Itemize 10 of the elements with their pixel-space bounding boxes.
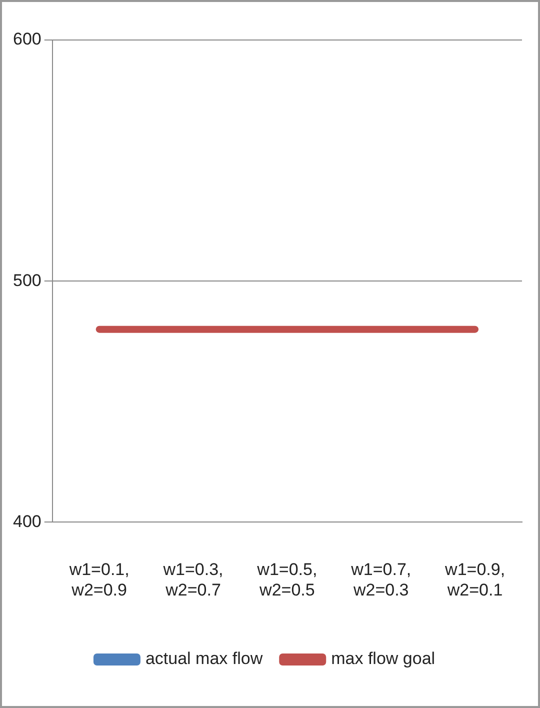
x-tick-label: w1=0.5, w2=0.5 (256, 560, 318, 600)
legend-label: actual max flow (145, 649, 264, 668)
y-tick-label: 400 (12, 512, 42, 531)
y-tick-label: 500 (12, 270, 42, 290)
y-tick-label: 600 (12, 30, 42, 49)
x-tick-label: w1=0.9, w2=0.1 (444, 560, 506, 600)
x-tick-label: w1=0.3, w2=0.7 (162, 560, 224, 600)
x-tick-label: w1=0.7, w2=0.3 (350, 560, 412, 600)
legend-label: max flow goal (331, 649, 436, 668)
x-tick-label: w1=0.1, w2=0.9 (68, 560, 130, 600)
